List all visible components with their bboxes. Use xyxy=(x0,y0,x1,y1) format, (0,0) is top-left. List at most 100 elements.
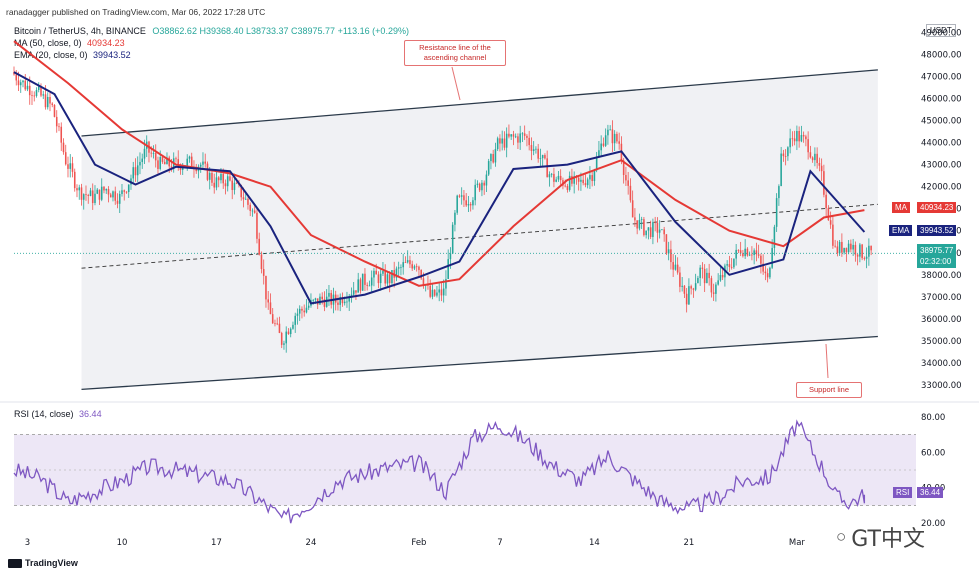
candle-body xyxy=(420,269,422,279)
candle-body xyxy=(505,133,508,148)
candle-body xyxy=(141,158,144,162)
candle-body xyxy=(492,154,494,163)
rsi-legend-value: 36.44 xyxy=(79,409,102,419)
candle-body xyxy=(728,264,731,267)
candle-body xyxy=(152,153,155,154)
candle-body xyxy=(809,152,812,158)
candle-body xyxy=(231,180,234,190)
candle-body xyxy=(683,285,686,294)
candle-body xyxy=(105,189,108,191)
watermark: ○ GT中文 xyxy=(836,521,925,553)
candle-body xyxy=(541,155,544,159)
candle-body xyxy=(798,130,800,142)
candle-body xyxy=(157,160,159,169)
candle-body xyxy=(330,292,332,305)
candle-body xyxy=(692,288,695,290)
candle-body xyxy=(280,332,283,345)
candle-body xyxy=(44,94,47,108)
candle-body xyxy=(350,294,353,297)
candle-body xyxy=(346,301,348,303)
candle-body xyxy=(467,204,470,206)
candle-body xyxy=(292,324,294,329)
candle-body xyxy=(368,285,371,287)
candle-body xyxy=(593,170,596,182)
tradingview-brand[interactable]: TradingView xyxy=(8,558,78,568)
candle-body xyxy=(586,179,589,186)
candle-body xyxy=(109,194,112,198)
candle-body xyxy=(161,157,164,162)
candle-body xyxy=(478,183,481,191)
candle-body xyxy=(546,158,548,178)
candle-body xyxy=(670,249,672,263)
support-pointer xyxy=(825,343,829,379)
candle-body xyxy=(188,156,191,159)
candle-body xyxy=(652,222,654,237)
candle-body xyxy=(17,80,20,86)
candle-body xyxy=(163,161,166,165)
price-tick-label: 42000.00 xyxy=(921,183,962,193)
ema-legend[interactable]: EMA (20, close, 0) 39943.52 xyxy=(14,50,131,60)
candle-body xyxy=(811,157,814,161)
candle-body xyxy=(591,175,593,182)
candle-body xyxy=(843,247,845,253)
candle-body xyxy=(771,247,773,268)
candle-body xyxy=(694,283,697,290)
candle-body xyxy=(98,189,101,200)
candle-body xyxy=(319,296,321,305)
candle-body xyxy=(222,174,225,184)
candle-body xyxy=(663,229,665,235)
candle-body xyxy=(625,174,627,181)
candle-body xyxy=(285,331,287,344)
rsi-legend[interactable]: RSI (14, close) 36.44 xyxy=(14,409,102,419)
candle-body xyxy=(537,148,539,159)
candle-body xyxy=(294,315,296,325)
candle-body xyxy=(127,184,130,192)
candle-body xyxy=(496,138,499,150)
price-tick-label: 46000.00 xyxy=(921,95,962,105)
candle-body xyxy=(508,133,510,137)
candle-body xyxy=(769,267,771,278)
candle-body xyxy=(433,289,436,296)
ma-legend[interactable]: MA (50, close, 0) 40934.23 xyxy=(14,38,125,48)
candle-body xyxy=(607,129,609,136)
candle-body xyxy=(454,212,456,225)
publisher-line: ranadagger published on TradingView.com,… xyxy=(6,7,266,17)
candle-body xyxy=(465,200,467,206)
candle-body xyxy=(170,166,173,169)
candle-body xyxy=(766,273,769,278)
candle-body xyxy=(305,307,308,313)
candle-body xyxy=(67,164,69,169)
candle-body xyxy=(136,165,139,176)
candle-body xyxy=(233,182,236,190)
candle-body xyxy=(456,195,458,213)
candle-body xyxy=(352,290,355,295)
candle-body xyxy=(688,286,690,305)
candle-body xyxy=(202,161,204,165)
price-tick-label: 35000.00 xyxy=(921,337,962,347)
candle-body xyxy=(375,270,377,275)
candle-body xyxy=(544,155,546,159)
candle-body xyxy=(793,138,796,142)
candle-body xyxy=(125,191,128,193)
symbol-name[interactable]: Bitcoin / TetherUS, 4h, BINANCE xyxy=(14,26,146,36)
candle-body xyxy=(485,174,488,186)
candle-body xyxy=(139,161,141,166)
candle-body xyxy=(841,241,843,253)
candle-body xyxy=(757,254,760,256)
ema-value-tag: 39943.52 xyxy=(917,225,957,236)
candle-body xyxy=(553,173,555,182)
candle-body xyxy=(418,266,420,270)
candle-body xyxy=(836,246,839,254)
candle-body xyxy=(825,194,827,209)
candle-body xyxy=(818,162,821,166)
candle-body xyxy=(739,250,742,254)
candle-body xyxy=(260,254,263,270)
candle-body xyxy=(87,195,90,196)
candle-body xyxy=(411,264,413,269)
candle-body xyxy=(224,183,227,187)
price-tick-label: 36000.00 xyxy=(921,315,962,325)
candle-body xyxy=(703,268,706,284)
currency-badge[interactable]: USDT xyxy=(926,24,956,37)
candle-body xyxy=(85,194,87,196)
